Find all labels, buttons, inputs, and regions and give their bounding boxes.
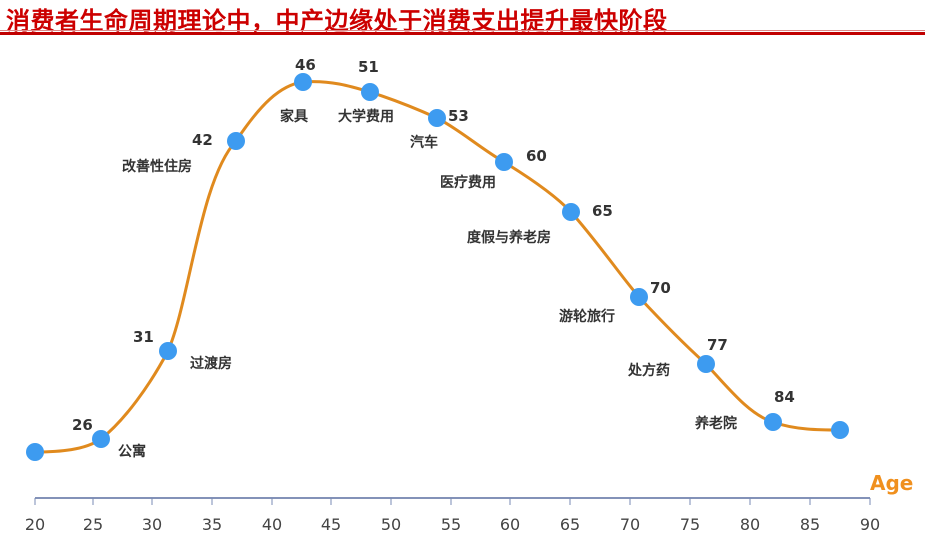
category-label: 家具 <box>280 108 308 125</box>
category-label: 过渡房 <box>190 355 232 372</box>
data-point <box>227 132 245 150</box>
x-tick-label: 30 <box>142 515 162 534</box>
x-tick-label: 50 <box>381 515 401 534</box>
data-point <box>361 83 379 101</box>
category-label: 处方药 <box>627 362 670 379</box>
data-point <box>630 288 648 306</box>
data-point <box>428 109 446 127</box>
x-tick-label: 85 <box>800 515 820 534</box>
title-rule <box>0 32 925 35</box>
data-point <box>764 413 782 431</box>
x-tick-label: 90 <box>860 515 880 534</box>
data-point <box>697 355 715 373</box>
category-label: 养老院 <box>694 415 737 432</box>
value-label: 42 <box>192 131 213 149</box>
x-tick-label: 65 <box>560 515 580 534</box>
data-point <box>159 342 177 360</box>
x-axis-title: Age <box>870 471 913 495</box>
category-label: 医疗费用 <box>440 174 496 191</box>
x-tick-label: 20 <box>25 515 45 534</box>
x-tick-label: 80 <box>740 515 760 534</box>
x-tick-label: 55 <box>441 515 461 534</box>
x-tick-label: 40 <box>262 515 282 534</box>
x-axis: 20 25 30 35 40 45 50 55 60 65 70 75 80 8… <box>25 471 914 534</box>
x-tick-label: 60 <box>500 515 520 534</box>
value-label: 84 <box>774 388 795 406</box>
data-point <box>495 153 513 171</box>
value-label: 46 <box>295 56 316 74</box>
data-point <box>26 443 44 461</box>
category-label: 改善性住房 <box>122 158 192 175</box>
value-label: 70 <box>650 279 671 297</box>
value-label: 77 <box>707 336 728 354</box>
value-label: 65 <box>592 202 613 220</box>
value-label: 31 <box>133 328 154 346</box>
x-tick-label: 45 <box>321 515 341 534</box>
data-points <box>26 73 849 461</box>
title-rule-thin <box>0 30 925 31</box>
data-point <box>562 203 580 221</box>
x-tick-label: 35 <box>202 515 222 534</box>
x-tick-label: 25 <box>83 515 103 534</box>
data-point <box>92 430 110 448</box>
category-label: 公寓 <box>118 443 146 460</box>
category-label: 游轮旅行 <box>559 308 615 325</box>
x-tick-label: 75 <box>680 515 700 534</box>
data-point <box>294 73 312 91</box>
value-label: 26 <box>72 416 93 434</box>
value-label: 53 <box>448 107 469 125</box>
value-label: 60 <box>526 147 547 165</box>
category-label: 汽车 <box>410 134 438 151</box>
data-point <box>831 421 849 439</box>
value-label: 51 <box>358 58 379 76</box>
category-label: 度假与养老房 <box>467 229 551 246</box>
category-label: 大学费用 <box>338 108 394 125</box>
x-tick-label: 70 <box>620 515 640 534</box>
